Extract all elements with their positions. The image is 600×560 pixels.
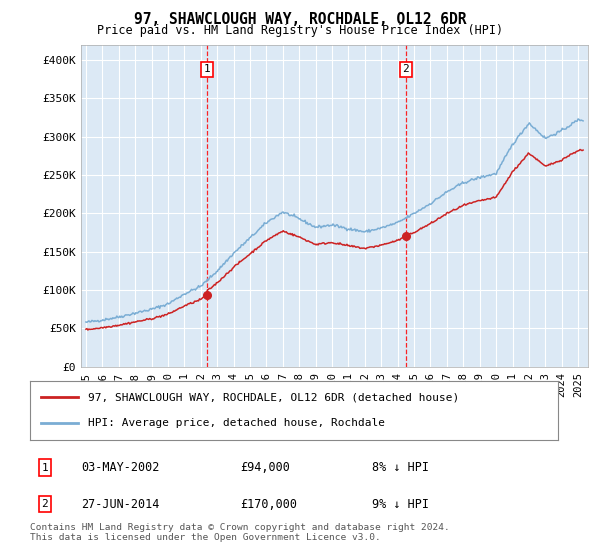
Text: 9% ↓ HPI: 9% ↓ HPI [372,497,429,511]
Text: 1: 1 [41,463,49,473]
Text: Contains HM Land Registry data © Crown copyright and database right 2024.
This d: Contains HM Land Registry data © Crown c… [30,522,450,542]
Text: 03-MAY-2002: 03-MAY-2002 [81,461,160,474]
Text: 1: 1 [203,64,210,74]
Text: £170,000: £170,000 [240,497,297,511]
Text: HPI: Average price, detached house, Rochdale: HPI: Average price, detached house, Roch… [88,418,385,428]
Text: 27-JUN-2014: 27-JUN-2014 [81,497,160,511]
Text: 97, SHAWCLOUGH WAY, ROCHDALE, OL12 6DR (detached house): 97, SHAWCLOUGH WAY, ROCHDALE, OL12 6DR (… [88,392,460,402]
Text: 2: 2 [403,64,409,74]
Text: 8% ↓ HPI: 8% ↓ HPI [372,461,429,474]
Text: £94,000: £94,000 [240,461,290,474]
Text: 97, SHAWCLOUGH WAY, ROCHDALE, OL12 6DR: 97, SHAWCLOUGH WAY, ROCHDALE, OL12 6DR [134,12,466,27]
Text: Price paid vs. HM Land Registry's House Price Index (HPI): Price paid vs. HM Land Registry's House … [97,24,503,36]
Text: 2: 2 [41,499,49,509]
